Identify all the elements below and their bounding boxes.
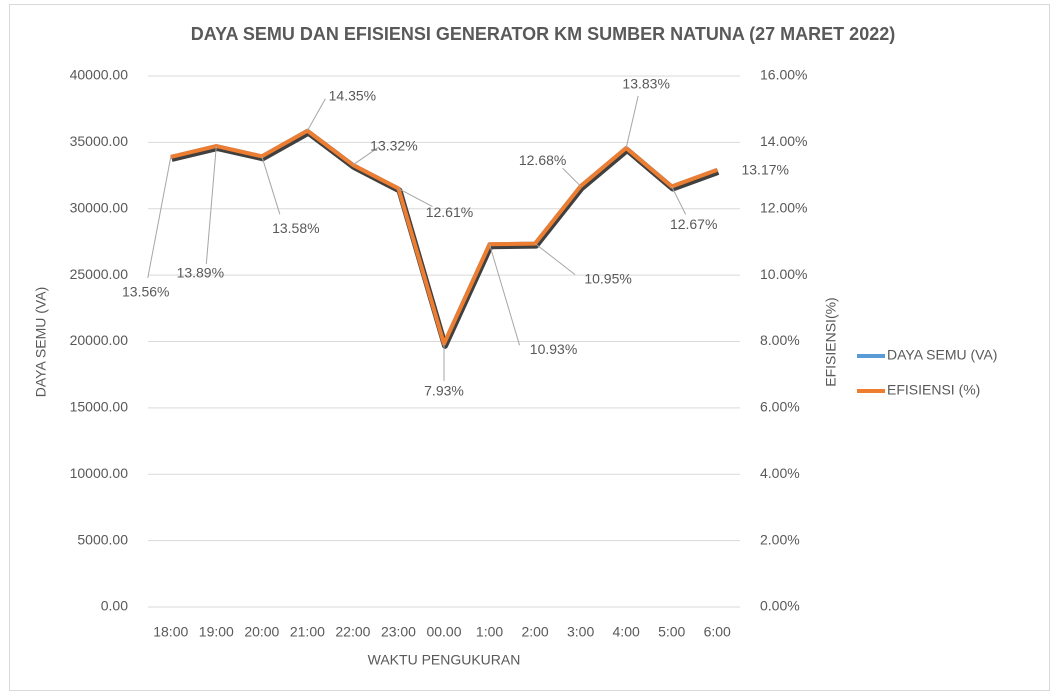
y2-tick-label: 12.00% — [760, 199, 807, 215]
data-label: 12.68% — [519, 152, 566, 168]
data-label: 14.35% — [329, 87, 376, 103]
y-tick-label: 15000.00 — [70, 399, 129, 415]
chart-frame — [9, 4, 1050, 691]
data-label: 13.32% — [370, 138, 417, 154]
leader-line — [306, 98, 326, 132]
y2-tick-label: 0.00% — [760, 598, 800, 614]
x-tick-label: 19:00 — [199, 624, 234, 640]
y-tick-label: 5000.00 — [77, 531, 128, 547]
y2-tick-label: 2.00% — [760, 531, 800, 547]
chart-title: DAYA SEMU DAN EFISIENSI GENERATOR KM SUM… — [191, 24, 895, 44]
x-tick-label: 21:00 — [290, 624, 325, 640]
y-tick-label: 35000.00 — [70, 133, 129, 149]
data-label: 13.83% — [622, 76, 669, 92]
y2-tick-label: 8.00% — [760, 332, 800, 348]
x-tick-label: 18:00 — [153, 624, 188, 640]
leader-line — [398, 188, 433, 207]
x-tick-label: 6:00 — [704, 624, 731, 640]
y2-tick-label: 10.00% — [760, 266, 807, 282]
y2-tick-label: 6.00% — [760, 399, 800, 415]
x-tick-label: 1:00 — [476, 624, 503, 640]
data-label: 12.67% — [670, 216, 717, 232]
x-tick-label: 00.00 — [426, 624, 461, 640]
data-label: 13.17% — [741, 162, 788, 178]
leader-line — [534, 243, 576, 275]
y-tick-label: 10000.00 — [70, 465, 129, 481]
x-tick-label: 23:00 — [381, 624, 416, 640]
x-tick-label: 4:00 — [613, 624, 640, 640]
data-label: 10.93% — [530, 341, 577, 357]
data-label: 13.89% — [177, 265, 224, 281]
x-tick-label: 3:00 — [567, 624, 594, 640]
data-label: 12.61% — [426, 204, 473, 220]
legend-label: EFISIENSI (%) — [887, 382, 980, 398]
data-label: 13.58% — [272, 220, 319, 236]
y2-axis-title: EFISIENSI(%) — [823, 297, 839, 386]
y-tick-label: 0.00 — [101, 598, 128, 614]
leader-line — [261, 156, 281, 215]
x-tick-label: 20:00 — [244, 624, 279, 640]
leader-line — [671, 186, 687, 215]
leader-line — [625, 95, 639, 149]
leader-line — [147, 156, 172, 279]
leader-line — [352, 146, 380, 166]
x-tick-label: 22:00 — [335, 624, 370, 640]
data-label: 13.56% — [122, 284, 169, 300]
x-tick-label: 2:00 — [521, 624, 548, 640]
y-tick-label: 25000.00 — [70, 266, 129, 282]
y-tick-label: 30000.00 — [70, 199, 129, 215]
y-axis-title: DAYA SEMU (VA) — [33, 287, 49, 397]
data-label: 7.93% — [424, 383, 464, 399]
x-tick-label: 5:00 — [658, 624, 685, 640]
y-tick-label: 20000.00 — [70, 332, 129, 348]
leader-line — [205, 145, 217, 265]
y2-tick-label: 4.00% — [760, 465, 800, 481]
y2-tick-label: 14.00% — [760, 133, 807, 149]
y2-tick-label: 16.00% — [760, 67, 807, 83]
leader-line — [489, 244, 521, 346]
leader-line — [562, 167, 581, 187]
data-label: 10.95% — [584, 270, 631, 286]
legend-label: DAYA SEMU (VA) — [887, 347, 997, 363]
x-axis-title: WAKTU PENGUKURAN — [368, 652, 521, 668]
y-tick-label: 40000.00 — [70, 67, 129, 83]
